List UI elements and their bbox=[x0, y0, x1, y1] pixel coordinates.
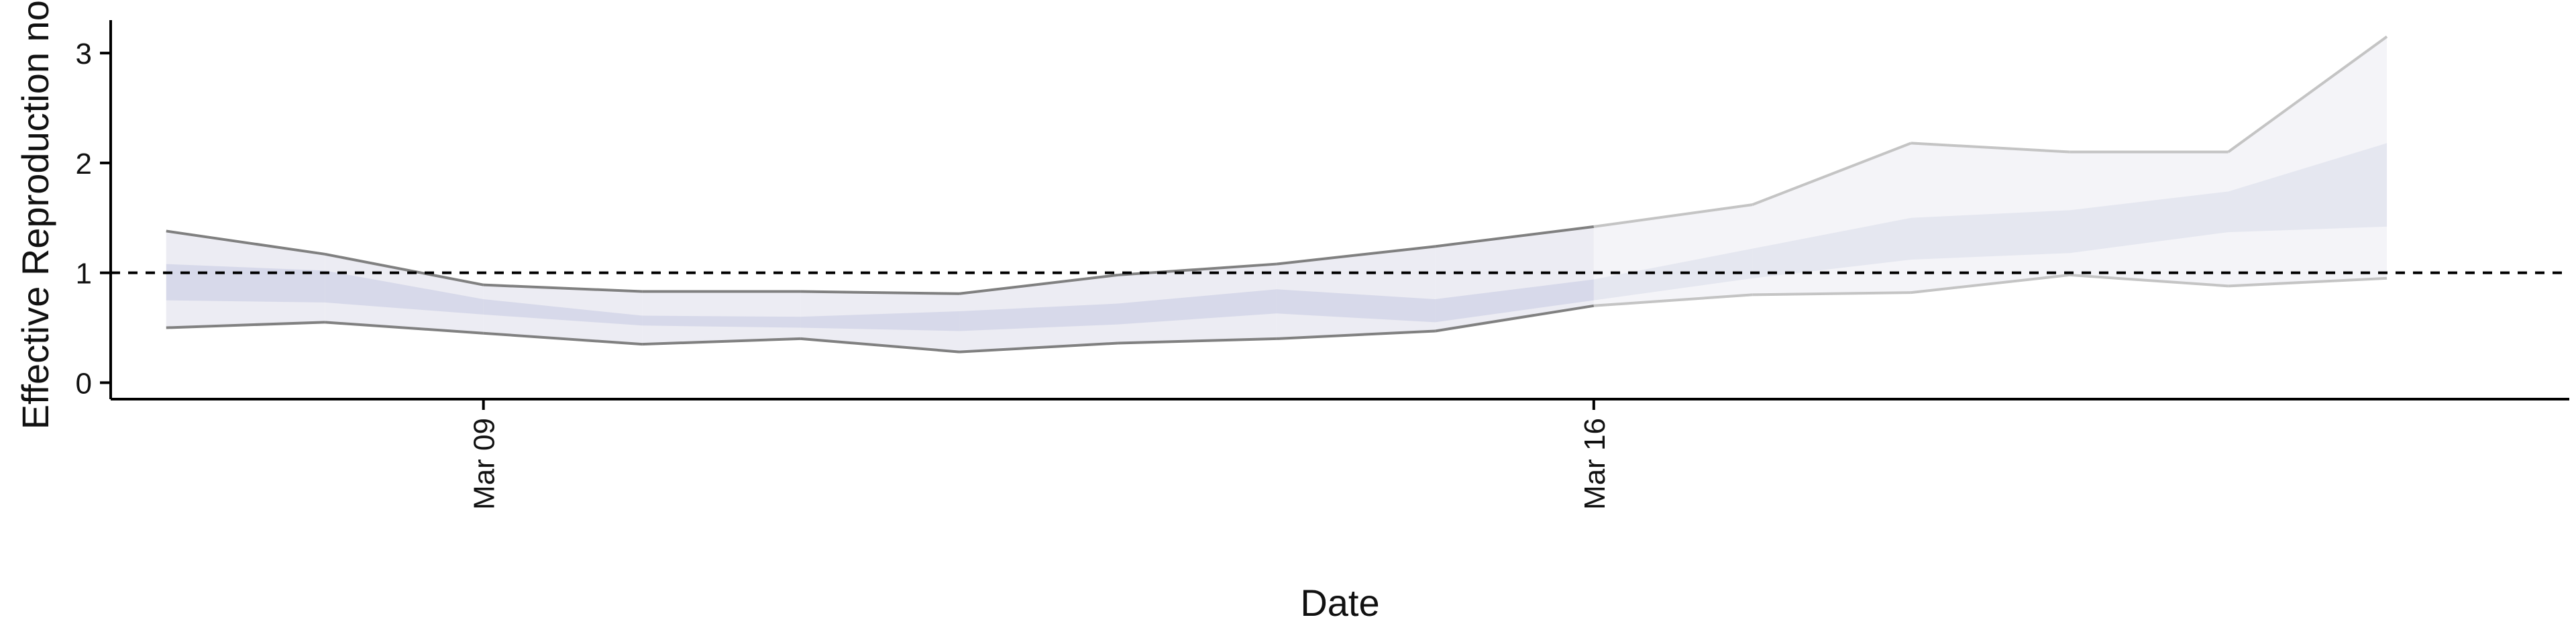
band-segment-inner-13 bbox=[2228, 143, 2387, 233]
band-segment-inner-9 bbox=[1593, 248, 1753, 301]
band-segment-inner-3 bbox=[642, 315, 801, 328]
y-axis-title: Effective Reproduction no. bbox=[14, 0, 56, 429]
interval-lower-line-12 bbox=[2070, 273, 2229, 288]
interval-upper-line-10 bbox=[1752, 142, 1912, 206]
interval-lower-line-4 bbox=[800, 337, 960, 354]
interval-lower-line-13 bbox=[2228, 276, 2387, 288]
interval-upper-line-1 bbox=[324, 252, 484, 286]
interval-upper-line-13 bbox=[2227, 35, 2388, 154]
interval-lower-line-7 bbox=[1276, 329, 1436, 340]
band-segment-inner-8 bbox=[1435, 279, 1594, 323]
interval-upper-line-4 bbox=[800, 290, 960, 295]
band-segment-inner-12 bbox=[2070, 191, 2229, 254]
band-segment-outer-12 bbox=[2070, 152, 2229, 286]
axes-layer bbox=[109, 20, 2569, 400]
x-axis-title: Date bbox=[1300, 582, 1379, 624]
ticks-layer: 0 1 2 3 Mar 09 Mar 16 bbox=[76, 38, 1611, 510]
band-segment-inner-4 bbox=[800, 311, 960, 331]
band-segment-outer-13 bbox=[2228, 36, 2387, 286]
interval-upper-line-8 bbox=[1435, 225, 1595, 248]
interval-lower-line-11 bbox=[1911, 273, 2070, 294]
bands-layer bbox=[166, 36, 2387, 352]
interval-upper-line-11 bbox=[1911, 142, 2070, 154]
x-tick-label: Mar 09 bbox=[468, 418, 501, 510]
y-tick-label: 3 bbox=[76, 38, 92, 70]
interval-lower-line-2 bbox=[483, 331, 643, 346]
band-segment-inner-11 bbox=[1911, 210, 2070, 260]
interval-upper-line-2 bbox=[483, 283, 643, 293]
y-tick-label: 1 bbox=[76, 258, 92, 290]
band-segment-outer-11 bbox=[1911, 143, 2070, 293]
x-tick-label: Mar 16 bbox=[1578, 418, 1611, 510]
interval-lower-line-8 bbox=[1435, 304, 1595, 333]
interval-lower-line-5 bbox=[959, 341, 1118, 354]
band-segment-outer-10 bbox=[1752, 143, 1911, 295]
interval-lower-line-10 bbox=[1752, 291, 1911, 297]
interval-upper-line-7 bbox=[1276, 245, 1436, 266]
band-segment-inner-10 bbox=[1752, 217, 1911, 278]
interval-upper-line-0 bbox=[166, 229, 325, 256]
band-segment-inner-2 bbox=[483, 299, 643, 326]
interval-lower-line-6 bbox=[1118, 337, 1277, 345]
interval-lower-line-0 bbox=[166, 321, 325, 329]
interval-lower-line-1 bbox=[325, 321, 484, 335]
band-segment-inner-6 bbox=[1118, 289, 1277, 325]
interval-upper-line-9 bbox=[1593, 203, 1753, 228]
band-segment-outer-9 bbox=[1593, 205, 1753, 306]
band-segment-inner-1 bbox=[325, 270, 484, 315]
interval-lower-line-3 bbox=[642, 337, 801, 346]
interval-upper-line-5 bbox=[959, 273, 1118, 295]
band-segment-inner-5 bbox=[959, 303, 1118, 331]
interval-lower-line-9 bbox=[1593, 293, 1753, 307]
band-segment-inner-0 bbox=[166, 264, 325, 303]
band-segment-inner-7 bbox=[1276, 289, 1436, 323]
y-tick-label: 0 bbox=[76, 367, 92, 400]
y-tick-label: 2 bbox=[76, 148, 92, 180]
